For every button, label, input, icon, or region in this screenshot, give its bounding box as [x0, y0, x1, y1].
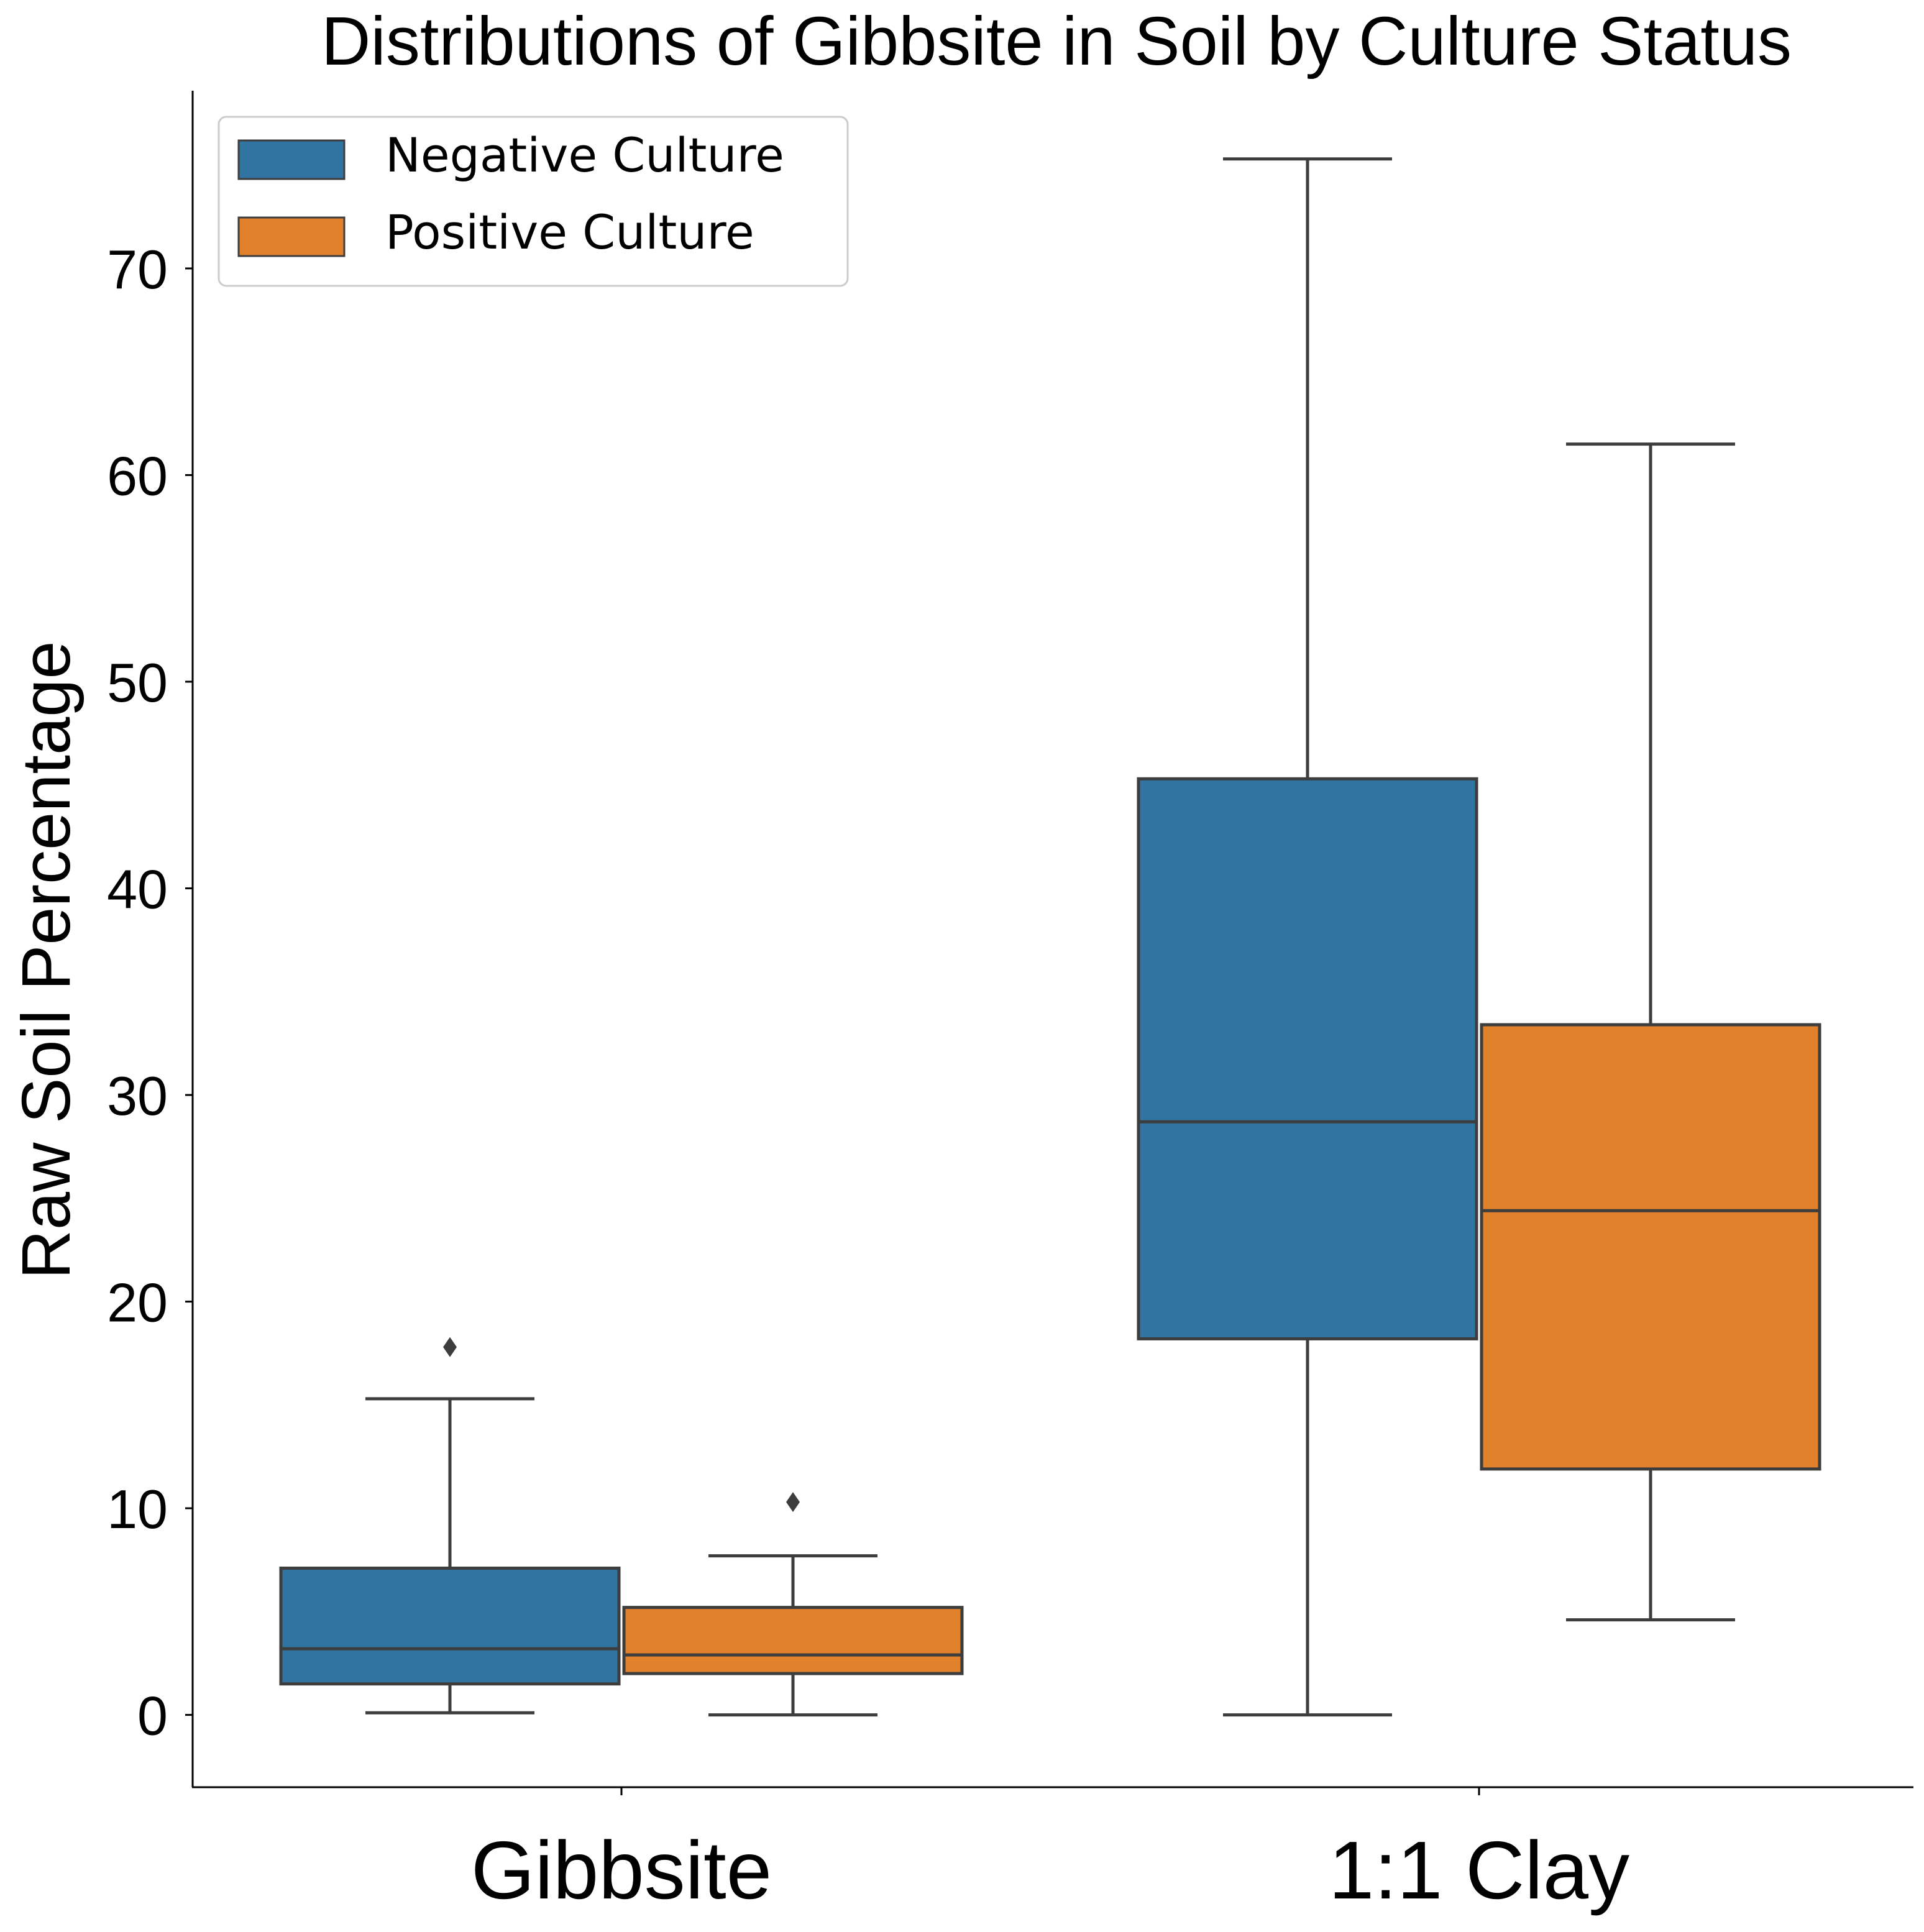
box-group-negative-culture-1-1-clay	[1137, 157, 1478, 1717]
x-tick-label: 1:1 Clay	[1329, 1824, 1629, 1916]
box	[279, 1567, 621, 1686]
box	[1480, 1023, 1821, 1471]
y-tick-label: 0	[137, 1685, 168, 1747]
y-tick-label: 20	[107, 1272, 168, 1334]
legend-label-negative-culture: Negative Culture	[385, 127, 784, 183]
outlier-point	[786, 1492, 800, 1513]
legend-frame	[218, 116, 849, 287]
y-tick-label: 70	[107, 239, 168, 300]
y-tick-label: 40	[107, 859, 168, 920]
x-axis-ticks: Gibbsite 1:1 Clay	[471, 1787, 1629, 1916]
chart-title: Distributions of Gibbsite in Soil by Cul…	[321, 3, 1792, 80]
outlier-point	[443, 1337, 457, 1357]
legend-swatch-positive-culture	[237, 216, 346, 257]
y-axis-ticks: 0 10 20 30 40 50 60 70	[107, 239, 193, 1747]
y-axis-label: Raw Soil Percentage	[8, 641, 85, 1279]
box	[622, 1606, 964, 1675]
legend: Negative Culture Positive Culture	[218, 116, 849, 287]
box-group-negative-culture-gibbsite	[279, 1337, 621, 1715]
legend-swatch-negative-culture	[237, 139, 346, 180]
box-group-positive-culture-1-1-clay	[1480, 442, 1821, 1622]
y-tick-label: 60	[107, 445, 168, 506]
box-plots	[279, 157, 1821, 1717]
box	[1137, 777, 1478, 1340]
x-tick-label: Gibbsite	[471, 1824, 772, 1916]
y-tick-label: 10	[107, 1478, 168, 1540]
legend-label-positive-culture: Positive Culture	[385, 204, 754, 260]
y-tick-label: 30	[107, 1065, 168, 1127]
y-tick-label: 50	[107, 652, 168, 713]
box-group-positive-culture-gibbsite	[622, 1492, 964, 1717]
